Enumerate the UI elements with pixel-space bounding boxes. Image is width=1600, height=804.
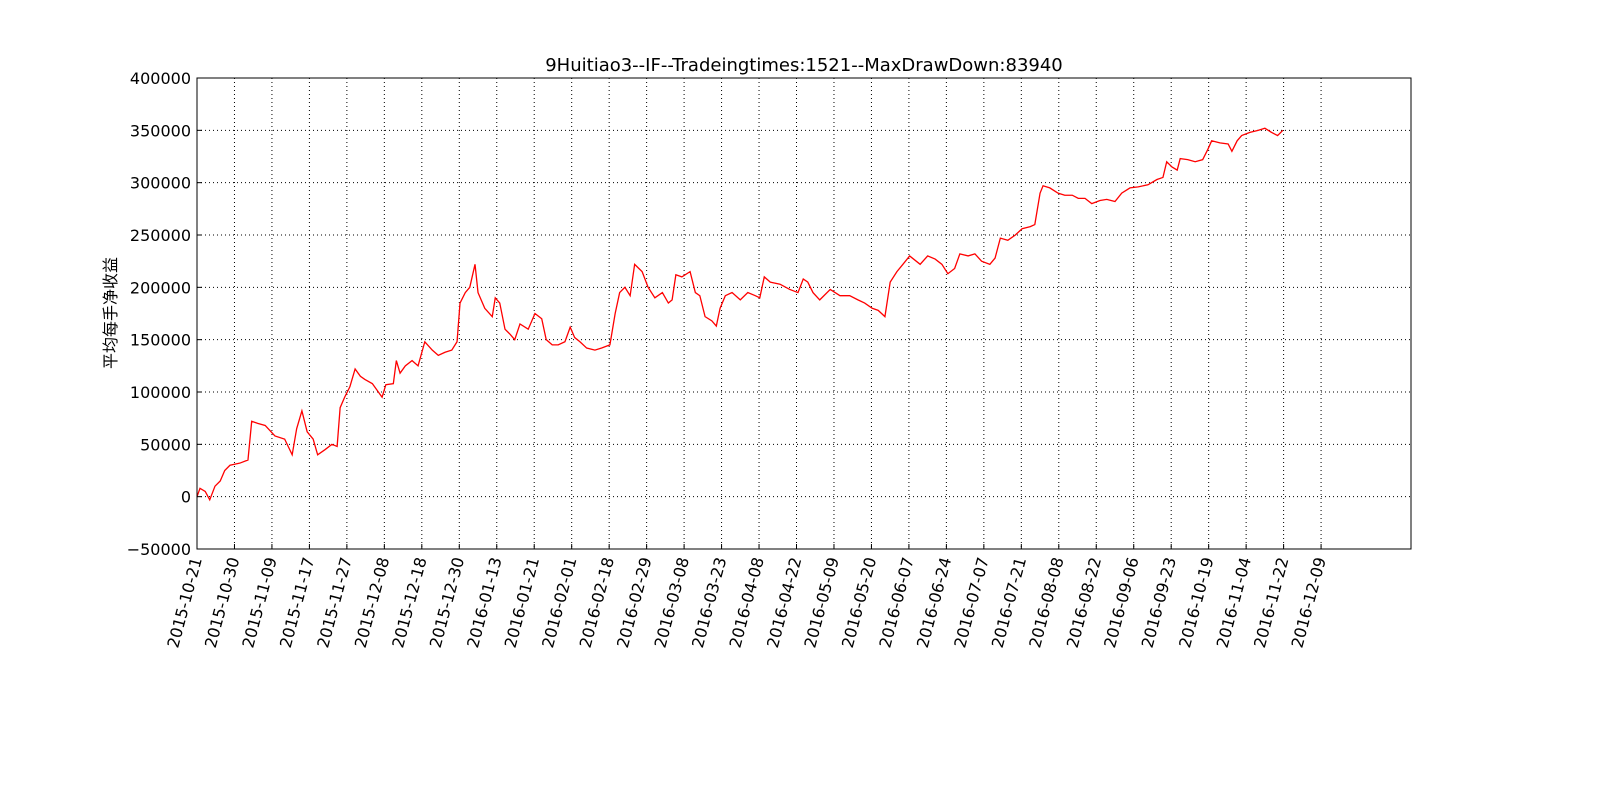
x-tick-label: 2015-10-30 — [201, 555, 243, 650]
x-tick-label: 2016-02-18 — [576, 555, 618, 650]
x-tick-label: 2016-12-09 — [1288, 555, 1330, 650]
x-tick-label: 2016-04-08 — [725, 555, 767, 650]
x-tick-label: 2016-09-06 — [1100, 555, 1142, 650]
y-tick-label: 300000 — [130, 174, 191, 193]
x-tick-label: 2016-10-19 — [1175, 555, 1217, 650]
x-tick-label: 2016-03-08 — [651, 555, 693, 650]
y-tick-label: −50000 — [127, 540, 191, 559]
x-tick-label: 2015-11-09 — [238, 555, 280, 650]
x-tick-label: 2016-02-29 — [613, 555, 655, 650]
x-tick-label: 2016-05-20 — [838, 555, 880, 650]
x-tick-label: 2015-12-30 — [426, 555, 468, 650]
x-tick-label: 2016-07-07 — [950, 555, 992, 650]
x-tick-label: 2015-10-21 — [163, 555, 205, 650]
x-tick-label: 2016-01-13 — [463, 555, 505, 650]
plot — [196, 127, 1284, 502]
y-axis-label: 平均每手净收益 — [101, 257, 120, 369]
x-tick-label: 2016-03-23 — [688, 555, 730, 650]
y-tick-label: 350000 — [130, 121, 191, 140]
x-tick-label: 2016-04-22 — [763, 555, 805, 650]
x-tick-label: 2016-01-21 — [501, 555, 543, 650]
x-tick-label: 2016-09-23 — [1138, 555, 1180, 650]
y-tick-label: 250000 — [130, 226, 191, 245]
y-tick-label: 100000 — [130, 383, 191, 402]
y-tick-label: 200000 — [130, 278, 191, 297]
x-tick-label: 2015-12-18 — [388, 555, 430, 650]
y-tick-label: 0 — [181, 488, 191, 507]
grid — [196, 77, 1411, 550]
x-tick-label: 2016-11-04 — [1213, 555, 1255, 650]
line-series — [196, 127, 1284, 502]
y-tick-label: 50000 — [140, 435, 191, 454]
y-tick-label: 150000 — [130, 331, 191, 350]
x-tick-label: 2016-11-22 — [1250, 555, 1292, 650]
y-tick-label: 400000 — [130, 69, 191, 88]
x-tick-label: 2016-02-01 — [538, 555, 580, 650]
x-tick-label: 2015-11-27 — [313, 555, 355, 650]
x-tick-label: 2016-08-08 — [1025, 555, 1067, 650]
chart-title: 9Huitiao3--IF--Tradeingtimes:1521--MaxDr… — [545, 55, 1063, 76]
x-tick-label: 2016-07-21 — [988, 555, 1030, 650]
x-tick-label: 2016-06-24 — [913, 555, 955, 650]
x-tick-label: 2016-06-07 — [875, 555, 917, 650]
x-tick-label: 2016-08-22 — [1063, 555, 1105, 650]
plot-frame — [196, 77, 1412, 550]
x-tick-label: 2016-05-09 — [800, 555, 842, 650]
x-tick-label: 2015-11-17 — [276, 555, 318, 650]
x-tick-label: 2015-12-08 — [351, 555, 393, 650]
